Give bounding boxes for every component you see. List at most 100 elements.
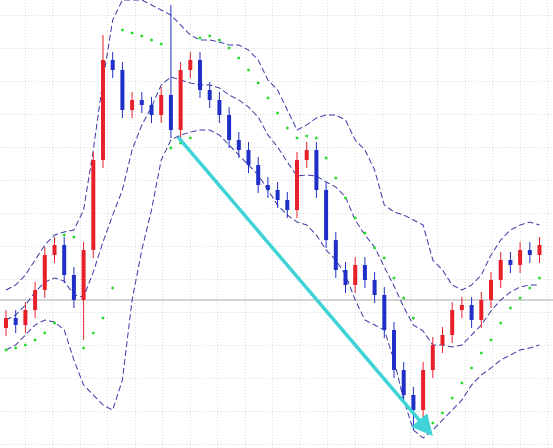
candle-body (217, 100, 222, 115)
sar-dot (111, 286, 115, 290)
sar-dot (72, 235, 76, 239)
candle-body (430, 345, 435, 370)
sar-dot (305, 134, 309, 138)
candle-body (4, 318, 8, 328)
sar-dot (266, 96, 270, 100)
sar-dot (91, 331, 95, 335)
candle-body (392, 330, 396, 370)
candle-body (42, 255, 47, 290)
candle-body (275, 190, 280, 200)
candle-body (479, 300, 484, 320)
candle-body (372, 280, 377, 295)
sar-dot (218, 38, 221, 42)
sar-dot (169, 146, 173, 150)
sar-dot (353, 216, 357, 220)
sar-dot (460, 381, 464, 385)
sar-dot (518, 296, 522, 300)
candle-body (149, 105, 154, 115)
candle-body (518, 250, 523, 265)
sar-dot (24, 343, 27, 347)
sar-dot (441, 411, 444, 415)
sar-dot (101, 316, 105, 320)
candle-body (139, 100, 144, 105)
sar-dot (363, 231, 367, 235)
sar-dot (33, 338, 37, 342)
band-line (5, 0, 540, 291)
sar-dot (276, 111, 279, 115)
candle-body (23, 310, 28, 325)
candle-body (33, 290, 38, 310)
candle-body (459, 305, 464, 310)
sar-dot (4, 348, 8, 352)
candle-body (52, 245, 57, 255)
candle-body (62, 245, 67, 275)
sar-dot (247, 68, 250, 72)
candle-body (421, 370, 426, 410)
sar-dot (528, 286, 532, 290)
candle-body (537, 245, 542, 255)
candle-body (489, 280, 493, 300)
candle-body (498, 260, 503, 280)
candle-body (130, 100, 135, 110)
band-line (5, 76, 540, 348)
sar-dot (159, 42, 163, 46)
candle-body (333, 240, 338, 270)
plot (4, 0, 542, 439)
candle-body (13, 318, 18, 325)
sar-dot (14, 346, 18, 350)
trend-arrow (176, 135, 433, 436)
candle-body (71, 275, 76, 300)
sar-dot (538, 276, 541, 280)
candle-body (324, 190, 329, 240)
candle-body (227, 115, 232, 140)
sar-dot (509, 306, 512, 310)
candle-body (168, 95, 173, 130)
sar-dot (373, 246, 376, 250)
sar-dot (150, 38, 153, 42)
candle-body (353, 265, 358, 285)
sar-dot (208, 34, 212, 38)
sar-dot (130, 31, 134, 35)
sar-dot (470, 366, 473, 370)
candle-body (527, 250, 532, 255)
sar-dot (256, 81, 260, 85)
sar-dot (324, 156, 328, 160)
candle-body (508, 260, 513, 265)
sar-dot (499, 321, 503, 325)
candle-body (295, 160, 299, 210)
candle-body (382, 295, 387, 330)
candle-body (440, 335, 445, 345)
sar-dot (402, 296, 406, 300)
sar-dot (53, 321, 56, 325)
band-line (5, 129, 540, 439)
sar-dot (43, 331, 47, 335)
candle-body (469, 305, 474, 320)
candle-body (411, 395, 416, 410)
candle-body (256, 165, 261, 185)
candle-body (246, 150, 251, 165)
sar-dot (198, 36, 202, 40)
candle-body (120, 70, 125, 110)
sar-dot (344, 196, 347, 200)
sar-dot (188, 136, 192, 140)
candle-body (198, 60, 202, 90)
sar-dot (82, 346, 85, 350)
candle-body (343, 270, 348, 285)
sar-dot (121, 28, 124, 32)
candle-body (362, 265, 367, 280)
candle-body (401, 370, 406, 395)
candle-body (81, 250, 86, 300)
candle-body (207, 90, 212, 100)
sar-dot (431, 421, 435, 425)
sar-dot (285, 126, 289, 130)
candle-body (265, 185, 270, 190)
sar-dot (489, 338, 493, 342)
sar-dot (315, 136, 318, 140)
sar-dot (62, 233, 66, 237)
candle-body (304, 150, 309, 160)
candle-body (285, 200, 290, 210)
sar-dot (382, 256, 386, 260)
sar-dot (227, 46, 231, 50)
